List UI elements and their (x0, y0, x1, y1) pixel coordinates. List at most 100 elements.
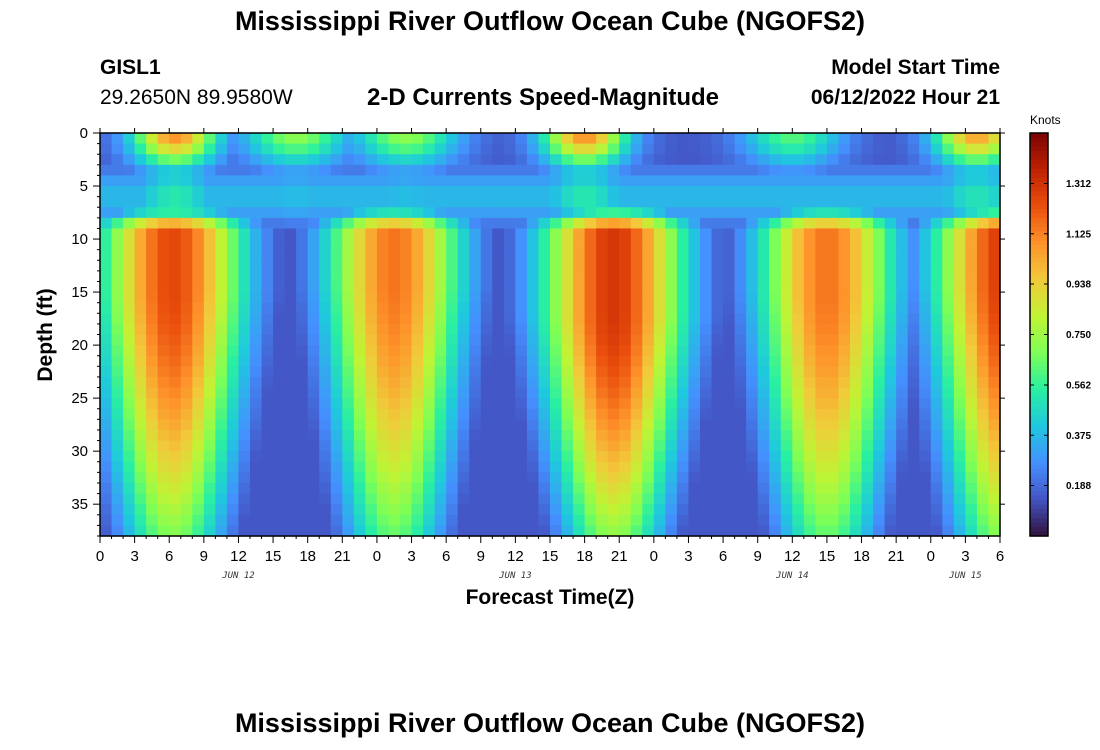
heatmap-cell (296, 292, 309, 304)
heatmap-cell (930, 217, 943, 230)
heatmap-cell (503, 440, 516, 452)
heatmap-cell (942, 249, 955, 261)
heatmap-cell (423, 472, 436, 484)
heatmap-cell (446, 175, 459, 187)
heatmap-cell (630, 217, 643, 230)
heatmap-cell (642, 387, 655, 399)
heatmap-cell (676, 260, 690, 272)
heatmap-cell (365, 313, 378, 325)
heatmap-cell (573, 313, 586, 325)
heatmap-cell (169, 408, 182, 420)
y-tick-label: 25 (71, 390, 88, 407)
heatmap-cell (157, 366, 170, 378)
heatmap-cell (146, 154, 159, 166)
heatmap-cell (607, 461, 620, 473)
heatmap-cell (215, 419, 228, 431)
heatmap-cell (180, 355, 193, 367)
heatmap-cell (457, 196, 470, 208)
heatmap-cell (803, 228, 816, 240)
heatmap-cell (365, 504, 378, 516)
heatmap-cell (238, 451, 251, 463)
heatmap-cell (388, 451, 401, 463)
heatmap-cell (988, 419, 1001, 431)
heatmap-cell (930, 323, 943, 336)
heatmap-cell (134, 313, 147, 325)
heatmap-cell (596, 398, 609, 410)
heatmap-cell (688, 345, 701, 357)
heatmap-cell (688, 186, 701, 198)
heatmap-cell (307, 472, 320, 484)
heatmap-cell (215, 461, 228, 473)
colorbar-swatch (1030, 141, 1048, 148)
heatmap-cell (100, 440, 113, 452)
heatmap-cell (492, 514, 505, 526)
heatmap-cell (342, 133, 355, 145)
heatmap-cell (157, 186, 170, 198)
heatmap-cell (792, 207, 805, 219)
heatmap-cell (492, 281, 505, 293)
heatmap-cell (319, 133, 332, 145)
heatmap-cell (861, 461, 874, 473)
heatmap-cell (157, 164, 170, 177)
heatmap-cell (250, 334, 263, 346)
heatmap-cell (503, 281, 516, 293)
heatmap-cell (561, 175, 574, 187)
heatmap-cell (723, 408, 736, 420)
heatmap-cell (100, 164, 113, 177)
heatmap-cell (988, 302, 1001, 314)
heatmap-cell (134, 270, 147, 283)
heatmap-cell (665, 429, 678, 442)
heatmap-cell (988, 239, 1001, 251)
heatmap-cell (838, 154, 851, 166)
heatmap-cell (123, 398, 136, 410)
heatmap-cell (619, 143, 632, 155)
heatmap-cell (330, 419, 343, 431)
colorbar-swatch (1030, 383, 1048, 389)
heatmap-cell (838, 504, 851, 516)
heatmap-cell (953, 302, 966, 314)
heatmap-cell (965, 260, 978, 272)
heatmap-cell (688, 133, 701, 145)
heatmap-cell (238, 387, 251, 399)
heatmap-cell (838, 419, 851, 431)
heatmap-cell (261, 376, 274, 389)
heatmap-cell (861, 504, 874, 516)
colorbar-swatch (1030, 482, 1048, 488)
heatmap-cell (503, 292, 516, 304)
heatmap-cell (953, 345, 966, 357)
heatmap-cell (273, 419, 286, 431)
heatmap-cell (146, 186, 159, 198)
heatmap-cell (296, 228, 309, 240)
heatmap-cell (873, 143, 886, 155)
heatmap-cell (815, 239, 828, 251)
heatmap-cell (792, 345, 805, 357)
heatmap-cell (630, 440, 643, 452)
heatmap-cell (896, 355, 909, 367)
heatmap-cell (492, 461, 505, 473)
heatmap-cell (723, 429, 736, 442)
heatmap-cell (423, 323, 436, 336)
heatmap-cell (480, 514, 493, 526)
heatmap-cell (353, 292, 366, 304)
heatmap-cell (423, 239, 436, 251)
x-tick-label: 0 (650, 548, 658, 565)
heatmap-cell (584, 482, 597, 495)
heatmap-cell (284, 514, 297, 526)
heatmap-cell (757, 292, 770, 304)
heatmap-cell (411, 398, 424, 410)
colorbar-swatch (1030, 146, 1048, 152)
x-tick-label: 15 (819, 548, 836, 565)
heatmap-cell (665, 355, 678, 367)
heatmap-cell (723, 334, 736, 346)
heatmap-cell (434, 493, 447, 505)
heatmap-cell (757, 472, 770, 484)
heatmap-cell (469, 249, 482, 261)
heatmap-cell (792, 249, 805, 261)
heatmap-cell (480, 472, 493, 484)
heatmap-cell (734, 355, 747, 367)
heatmap-cell (273, 281, 286, 293)
heatmap-cell (711, 429, 724, 442)
heatmap-cell (342, 281, 355, 293)
heatmap-cell (330, 376, 343, 389)
heatmap-cell (757, 429, 770, 442)
